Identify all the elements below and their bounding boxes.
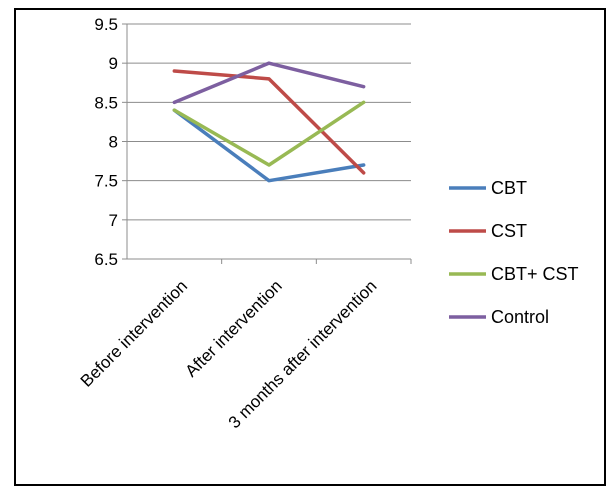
legend-label: CST: [491, 221, 527, 241]
series-line-cst: [172, 69, 366, 175]
series-line-control: [172, 61, 366, 105]
y-tick-label: 6.5: [94, 250, 118, 269]
legend-label: Control: [491, 307, 549, 327]
x-category-label: After intervention: [182, 276, 286, 380]
legend-label: CBT+ CST: [491, 264, 579, 284]
series-line-cbt: [172, 108, 366, 183]
y-tick-label: 8: [109, 133, 118, 152]
y-tick-label: 8.5: [94, 93, 118, 112]
y-tick-label: 9.5: [94, 15, 118, 34]
y-tick-label: 9: [109, 54, 118, 73]
chart-frame: [14, 8, 606, 486]
y-tick-label: 7.5: [94, 172, 118, 191]
y-tick-label: 7: [109, 211, 118, 230]
x-category-label: Before intervention: [77, 276, 191, 390]
series-line-cbt-cst: [172, 100, 366, 167]
legend-label: CBT: [491, 178, 527, 198]
